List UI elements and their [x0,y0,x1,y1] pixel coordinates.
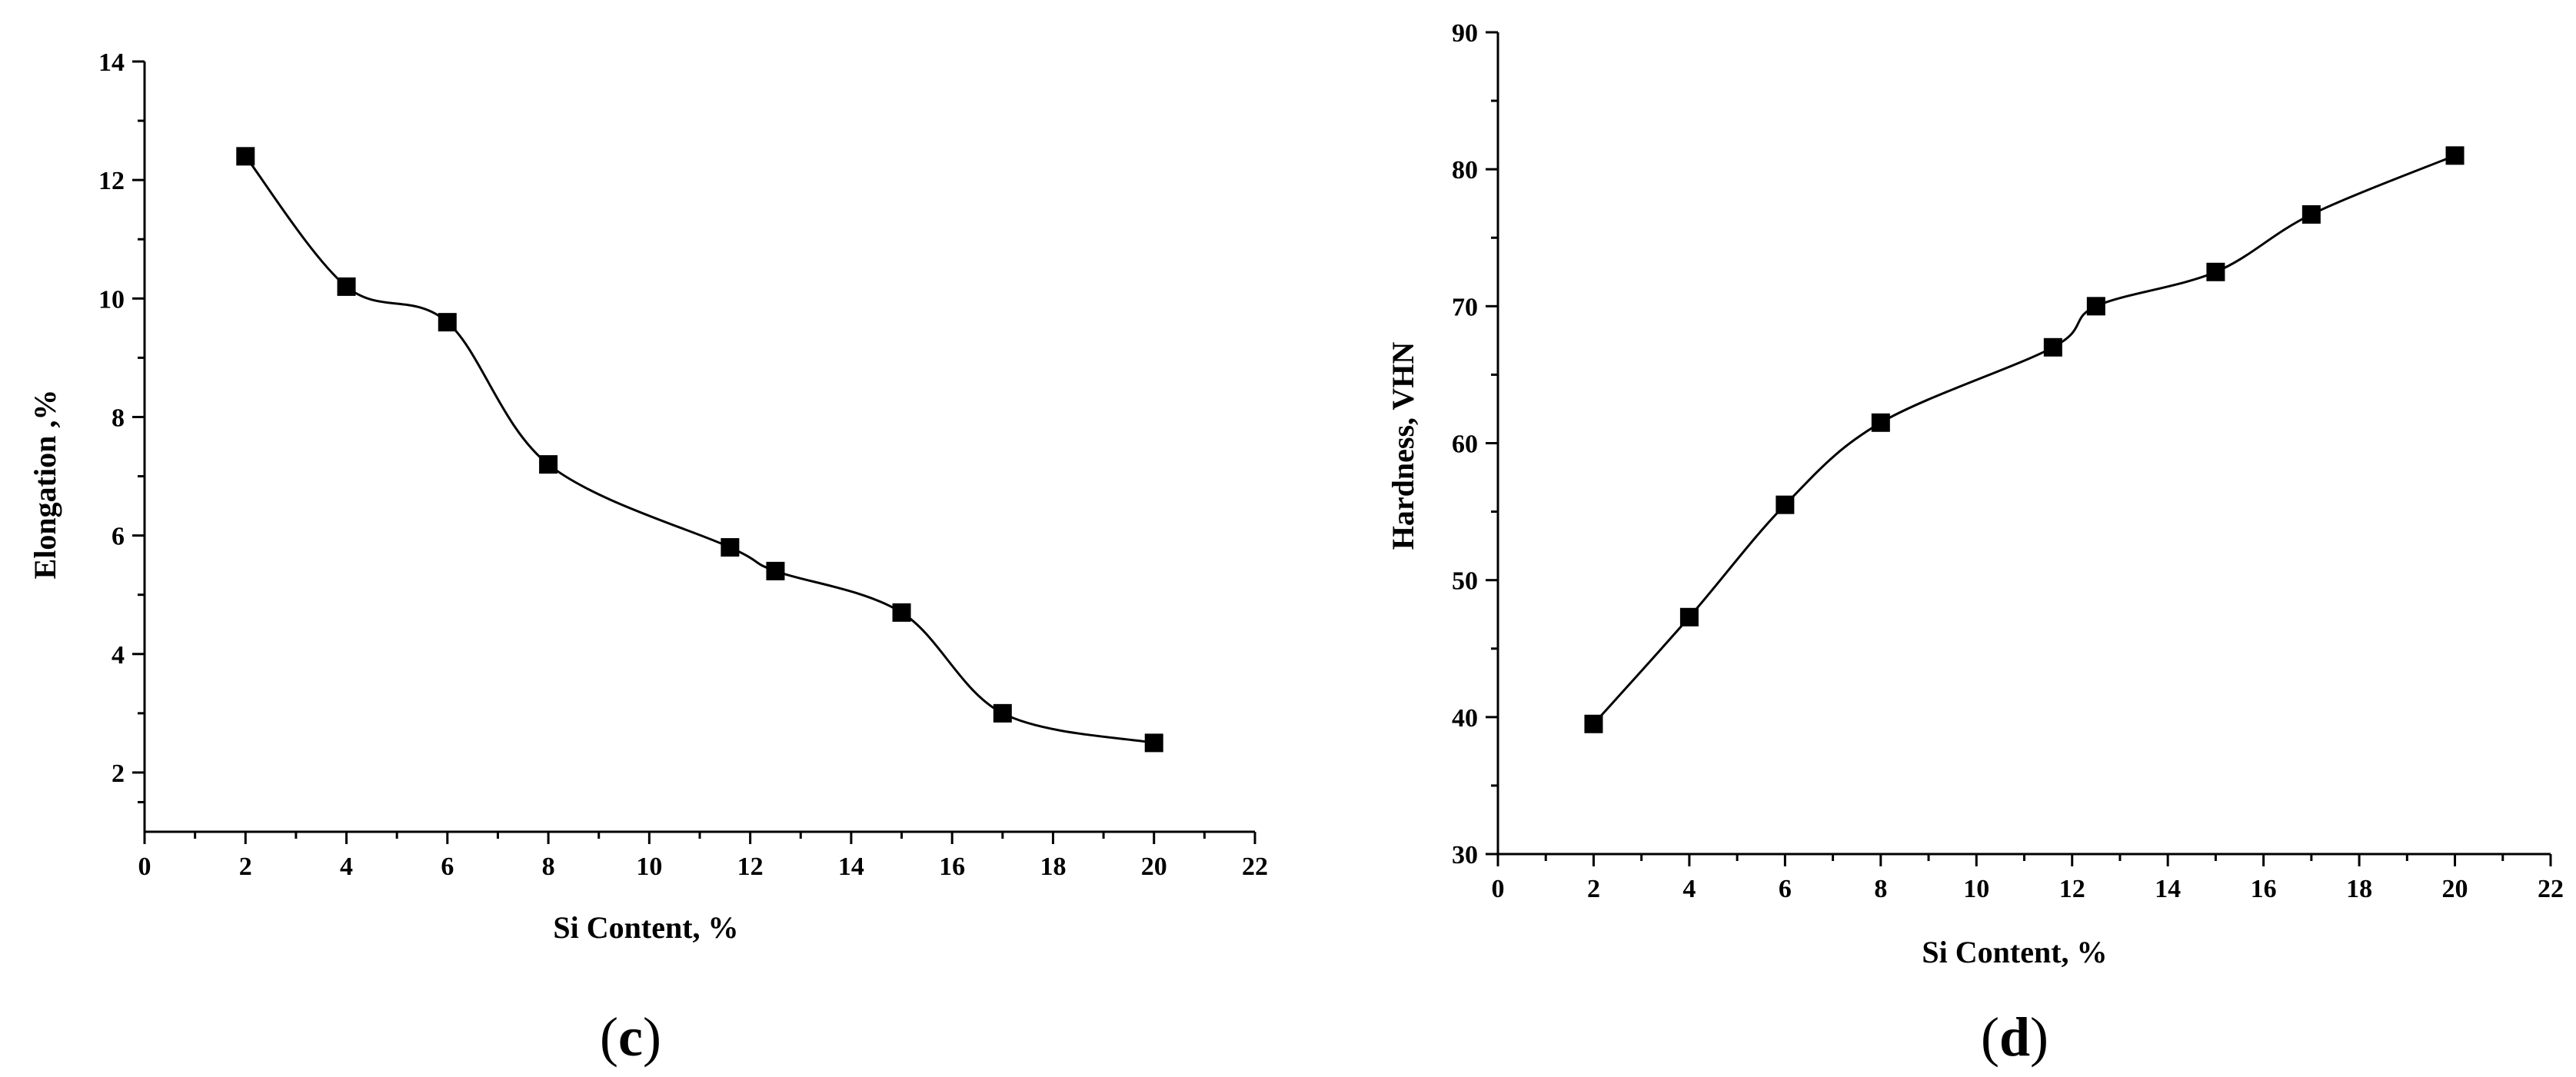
x-axis-title: Si Content, % [1922,935,2107,969]
data-point [236,147,255,166]
x-tick-label: 16 [939,853,965,881]
data-point [892,603,911,622]
x-tick-label: 12 [737,853,764,881]
x-tick-label: 14 [2155,875,2181,903]
panel-label-d: (d) [1981,1006,2048,1068]
x-tick-label: 4 [1682,875,1696,903]
y-tick-label: 10 [98,285,125,314]
x-tick-label: 12 [2059,875,2085,903]
data-point [993,703,1012,723]
x-tick-label: 6 [441,853,454,881]
x-tick-label: 20 [1141,853,1167,881]
data-point [1871,413,1890,432]
data-point [1144,733,1163,753]
y-tick-label: 2 [111,760,125,788]
x-tick-label: 16 [2251,875,2277,903]
data-point [1679,607,1699,627]
data-point [2445,146,2465,165]
x-tick-label: 10 [636,853,662,881]
x-tick-label: 22 [1242,853,1268,881]
y-tick-label: 14 [98,48,125,77]
hardness-plot: 0 2 4 6 8 10 12 14 16 18 20 22 30 40 50 60 70 80 90 [1452,19,2564,903]
y-tick-label: 8 [111,404,125,432]
series-line [245,155,1155,744]
data-point [2086,297,2105,316]
x-tick-label: 8 [542,853,555,881]
x-tick-label: 8 [1874,875,1887,903]
y-axis-title: Elongation ,% [28,390,62,580]
y-tick-label: 60 [1452,430,1478,459]
x-tick-label: 18 [2346,875,2372,903]
data-point [438,313,457,332]
x-tick-label: 4 [340,853,353,881]
y-tick-label: 40 [1452,704,1478,733]
x-tick-label: 2 [1587,875,1600,903]
y-tick-label: 50 [1452,567,1478,596]
x-tick-label: 2 [239,853,252,881]
y-tick-label: 6 [111,523,125,551]
x-tick-label: 6 [1779,875,1792,903]
data-point [1584,714,1603,733]
series-line [1593,154,2456,725]
y-tick-label: 30 [1452,841,1478,869]
x-tick-label: 18 [1040,853,1066,881]
x-tick-label: 0 [1492,875,1505,903]
data-point [766,561,785,580]
x-tick-label: 14 [838,853,864,881]
y-tick-label: 12 [98,167,125,195]
x-tick-label: 20 [2442,875,2468,903]
data-point [721,538,740,557]
data-point [337,277,356,296]
y-tick-label: 80 [1452,156,1478,184]
data-point [2206,262,2225,281]
x-axis-title: Si Content, % [553,910,738,945]
chart-panel-d: 0 2 4 6 8 10 12 14 16 18 20 22 30 40 50 60 70 80 90 Si Con… [1386,19,2564,1068]
x-tick-label: 0 [138,853,151,881]
data-point [539,455,558,474]
y-tick-label: 90 [1452,19,1478,48]
data-point [2301,204,2321,224]
data-point [1776,495,1795,514]
panel-label-c: (c) [600,1006,661,1068]
y-tick-label: 4 [111,641,125,670]
data-point [2043,337,2062,357]
x-tick-label: 22 [2538,875,2564,903]
y-axis-title: Hardness, VHN [1386,342,1420,550]
x-tick-label: 10 [1963,875,1989,903]
y-tick-label: 70 [1452,293,1478,321]
